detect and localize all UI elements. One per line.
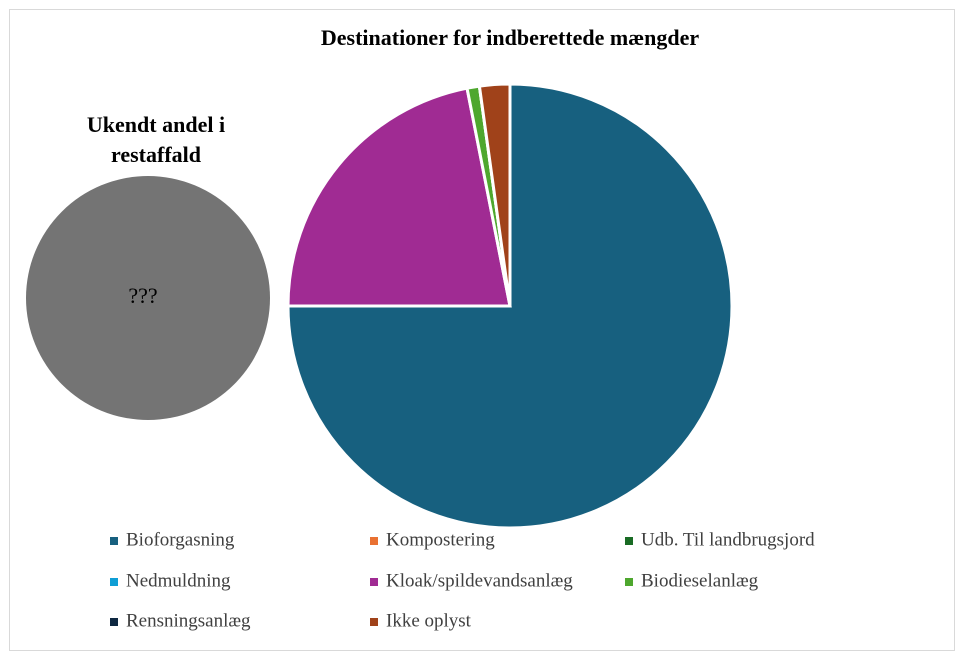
legend-label: Rensningsanlæg xyxy=(126,610,251,631)
legend-swatch xyxy=(110,578,118,586)
chart-title: Destinationer for indberettede mængder xyxy=(321,25,699,50)
unknown-circle xyxy=(26,176,270,420)
legend-swatch xyxy=(110,618,118,626)
legend-swatch xyxy=(370,618,378,626)
annotation-title: Ukendt andel i xyxy=(87,112,225,137)
annotation-label: ??? xyxy=(128,283,157,308)
legend-label: Ikke oplyst xyxy=(386,610,472,631)
annotation-title: restaffald xyxy=(111,142,201,167)
legend-label: Kloak/spildevandsanlæg xyxy=(386,570,573,591)
legend-swatch xyxy=(110,537,118,545)
legend-label: Nedmuldning xyxy=(126,570,231,591)
legend-swatch xyxy=(370,578,378,586)
pie-slice xyxy=(286,86,512,308)
legend-swatch xyxy=(370,537,378,545)
legend-swatch xyxy=(625,537,633,545)
pie-slice xyxy=(286,82,734,530)
legend-swatch xyxy=(625,578,633,586)
legend-label: Bioforgasning xyxy=(126,529,235,550)
legend-label: Udb. Til landbrugsjord xyxy=(641,529,815,550)
legend-label: Kompostering xyxy=(386,529,495,550)
legend-label: Biodieselanlæg xyxy=(641,570,759,591)
pie-slice xyxy=(477,82,512,307)
